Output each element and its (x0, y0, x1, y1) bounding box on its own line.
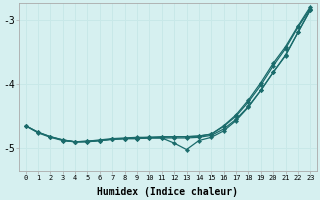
X-axis label: Humidex (Indice chaleur): Humidex (Indice chaleur) (98, 186, 238, 197)
